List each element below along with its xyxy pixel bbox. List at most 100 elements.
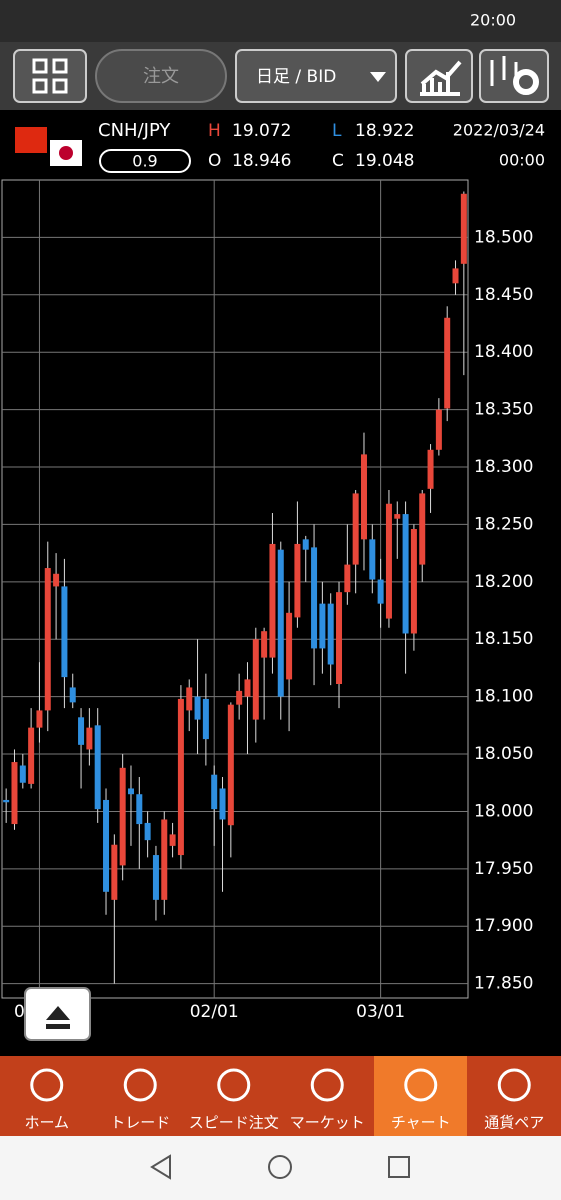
- order-label: 注文: [143, 66, 179, 87]
- candle-body: [419, 493, 426, 565]
- nav-label[interactable]: マーケット: [290, 1114, 365, 1132]
- candle-body: [219, 788, 226, 820]
- nav-icon: [217, 1068, 251, 1102]
- y-tick-label: 18.450: [474, 285, 533, 305]
- y-tick-label: 18.500: [474, 227, 533, 247]
- candle-body: [152, 855, 159, 900]
- close-value: 19.048: [355, 151, 414, 171]
- candle-body: [444, 317, 451, 409]
- candle-body: [360, 454, 367, 540]
- recent-button[interactable]: [388, 1156, 410, 1178]
- candle-body: [435, 409, 442, 450]
- candle-body: [111, 844, 118, 900]
- candle-body: [69, 687, 76, 703]
- low-value: 18.922: [355, 121, 414, 141]
- candle-body: [261, 631, 268, 658]
- nav-label[interactable]: トレード: [110, 1114, 170, 1132]
- candle-body: [394, 514, 401, 519]
- status-bar: [0, 0, 561, 42]
- low-label: L: [332, 121, 342, 141]
- candle-body: [161, 819, 168, 900]
- system-nav: [0, 1136, 561, 1200]
- candle-body: [294, 543, 301, 618]
- timeframe-label: 日足 / BID: [256, 67, 336, 87]
- y-tick-label: 18.300: [474, 457, 533, 477]
- y-tick-label: 18.250: [474, 514, 533, 534]
- candle-body: [103, 799, 110, 892]
- nav-icon: [404, 1068, 438, 1102]
- candle-body: [61, 586, 68, 678]
- high-label: H: [208, 121, 221, 141]
- y-tick-label: 18.050: [474, 744, 533, 764]
- candle-body: [311, 547, 318, 649]
- candle-body: [286, 612, 293, 680]
- candle-body: [177, 698, 184, 856]
- eject-icon: [46, 1006, 70, 1029]
- x-tick-label: 0: [14, 1002, 25, 1022]
- quote-time: 00:00: [499, 151, 545, 170]
- candle-body: [377, 579, 384, 604]
- candle-body: [319, 603, 326, 649]
- spread: 0.9: [132, 152, 157, 171]
- flag-cn: [15, 127, 47, 153]
- candle-body: [336, 592, 343, 685]
- home-button[interactable]: [268, 1155, 292, 1179]
- candle-body: [460, 193, 467, 264]
- nav-label[interactable]: ホーム: [24, 1114, 69, 1132]
- candle-body: [127, 788, 134, 795]
- y-tick-label: 18.200: [474, 572, 533, 592]
- y-tick-label: 17.850: [474, 974, 533, 994]
- y-tick-label: 18.000: [474, 801, 533, 821]
- candle-body: [144, 822, 151, 841]
- x-tick-label: 02/01: [190, 1002, 239, 1022]
- open-label: O: [208, 151, 221, 171]
- candle-body: [277, 549, 284, 697]
- bottom-nav: [0, 1056, 561, 1136]
- open-value: 18.946: [232, 151, 291, 171]
- menu-button[interactable]: [13, 49, 87, 103]
- nav-icon: [123, 1068, 157, 1102]
- candle-body: [452, 268, 459, 284]
- candle-body: [252, 639, 259, 720]
- nav-items: ホーム トレード スピード注文 マーケット チャート 通貨ペア: [24, 1068, 544, 1132]
- candle-body: [352, 493, 359, 565]
- candle-body: [402, 514, 409, 634]
- timeframe-button[interactable]: [235, 49, 397, 103]
- candle-body: [19, 765, 26, 783]
- settings-button[interactable]: [479, 49, 549, 103]
- plot-frame: [1, 179, 469, 999]
- y-tick-label: 17.950: [474, 859, 533, 879]
- candle-body: [119, 767, 126, 866]
- quote-date: 2022/03/24: [453, 121, 545, 140]
- candle-body: [302, 539, 309, 550]
- candle-body: [186, 687, 193, 711]
- candle-body: [227, 704, 234, 826]
- candle-body: [78, 717, 85, 745]
- candle-body: [327, 603, 334, 665]
- y-tick-label: 18.400: [474, 342, 533, 362]
- grid-icon: [32, 58, 68, 94]
- nav-label[interactable]: スピード注文: [189, 1114, 279, 1132]
- candle-body: [3, 799, 10, 803]
- candle-body: [269, 543, 276, 658]
- candle-body: [36, 710, 43, 728]
- nav-label[interactable]: チャート: [391, 1114, 451, 1132]
- nav-icon: [30, 1068, 64, 1102]
- candle-body: [427, 449, 434, 489]
- candle-icon: [490, 56, 518, 86]
- nav-icon: [497, 1068, 531, 1102]
- settings-icon: [513, 69, 539, 95]
- candle-body: [211, 774, 218, 810]
- candle-body: [410, 529, 417, 634]
- candle-body: [202, 698, 209, 740]
- order-button[interactable]: [95, 49, 227, 103]
- close-label: C: [332, 151, 344, 171]
- plot: 17.850 17.900 17.950 18.000 18.050 18.100 18.1…: [2, 180, 533, 1022]
- high-value: 19.072: [232, 121, 291, 141]
- candle-body: [53, 573, 60, 587]
- status-time: 20:00: [470, 11, 516, 30]
- nav-label[interactable]: 通貨ペア: [484, 1114, 544, 1132]
- back-button[interactable]: [150, 1154, 171, 1180]
